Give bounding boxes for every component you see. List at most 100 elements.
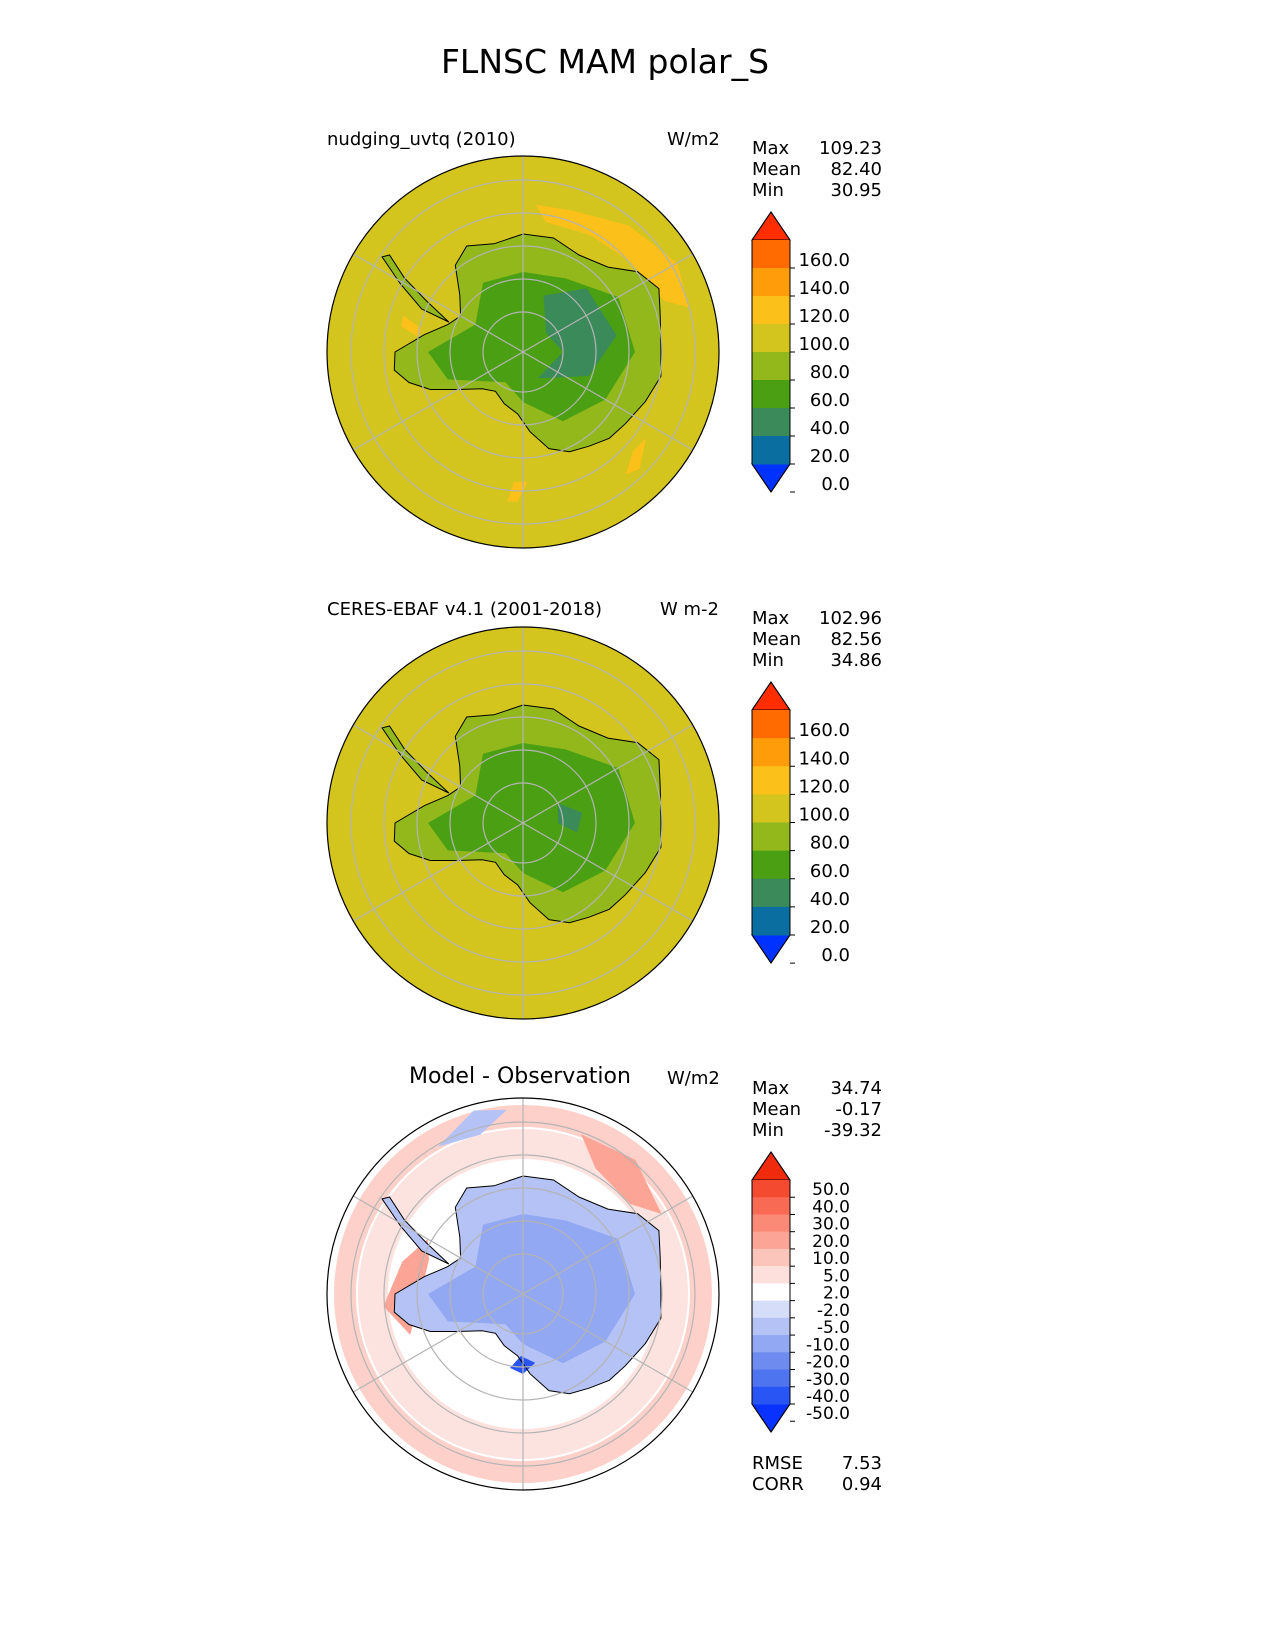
colorbar-segment [752,738,790,767]
panel3-units: W/m2 [667,1068,720,1089]
coastline [393,1175,662,1395]
colorbar-segment [752,436,790,465]
longitude-gridline [522,1195,694,1295]
stat-value: 102.96 [819,608,882,629]
panel3-metric-corr: CORR 0.94 [752,1474,882,1496]
coastline [393,704,662,924]
plateau-field [557,803,583,833]
colorbar-3: 50.040.030.020.010.05.02.0-2.0-5.0-10.0-… [751,1151,850,1433]
stat-label: Max [752,138,790,159]
panel3-name: Model - Observation [409,1064,631,1089]
colorbar-segment [752,1197,790,1215]
colorbar-tick-label: 100.0 [798,805,850,826]
stat-label: Min [752,650,784,671]
colorbar-segment [752,710,790,739]
panel2-stat-min: Min 34.86 [752,650,882,672]
coastline [393,233,662,453]
longitude-gridline [352,724,524,824]
peninsula-diff [382,1197,449,1264]
colorbar-segment [752,1283,790,1302]
panel3-stat-mean: Mean -0.17 [752,1099,882,1121]
colorbar-segment [752,296,790,325]
warm-region [625,438,646,475]
map-panel-3 [327,1098,719,1490]
colorbar-segment [752,240,790,269]
colorbar-tick-label: 40.0 [810,889,850,910]
longitude-gridline [522,822,694,922]
colorbar-tick-label: 0.0 [821,474,850,495]
coastline [381,254,450,323]
metric-value: 0.94 [841,1474,882,1495]
stat-label: Min [752,180,784,201]
panel2-stat-mean: Mean 82.56 [752,629,882,651]
warm-region [400,315,421,338]
stat-value: 30.95 [830,180,882,201]
colorbar-segment [752,1352,790,1371]
colorbar-tick-label: 5.0 [823,1266,850,1286]
colorbar-extend-max [751,1151,791,1181]
colorbar-tick-label: 40.0 [810,418,850,439]
panel3-stat-min: Min -39.32 [752,1120,882,1142]
longitude-gridline [522,253,694,353]
colorbar-tick-label: 10.0 [812,1249,850,1269]
colorbar-tick-label: 60.0 [810,861,850,882]
stat-label: Mean [752,159,802,180]
colorbar-extend-min [751,1403,791,1433]
longitude-gridline [352,351,524,451]
map-boundary [326,155,720,549]
colorbar-segment [752,1317,790,1336]
stat-label: Mean [752,629,802,650]
map-boundary [326,1097,720,1491]
plateau-field [538,288,617,378]
negative-region [438,1109,507,1147]
coastline [381,1196,450,1265]
colorbar-segment [752,324,790,353]
stat-label: Max [752,1078,790,1099]
colorbar-tick-label: 120.0 [798,776,850,797]
colorbar-tick-label: 40.0 [812,1197,850,1217]
metric-value: 7.53 [841,1453,882,1474]
colorbar-extend-min [751,463,791,493]
panel3-stat-max: Max 34.74 [752,1078,882,1100]
stat-value: 109.23 [819,138,882,159]
colorbar-segment [752,1231,790,1250]
colorbar-segment [752,1266,790,1284]
longitude-gridline [352,253,524,353]
colorbar-tick-label: 100.0 [798,334,850,355]
colorbar-1: 160.0 140.0 120.0 100.0 80.0 60.0 40.0 20.0 0.0 [751,211,850,495]
longitude-gridline [352,1195,524,1295]
colorbar-tick-label: 50.0 [812,1180,850,1200]
colorbar-tick-label: -5.0 [817,1318,850,1338]
colorbar-2: 160.0 140.0 120.0 100.0 80.0 60.0 40.0 20.0 0.0 [751,681,850,966]
panel1-stat-mean: Mean 82.40 [752,159,882,181]
colorbar-tick-label: -20.0 [806,1353,850,1373]
stat-value: -39.32 [823,1120,882,1141]
colorbar-segment [752,906,790,936]
colorbar-segment [752,878,790,908]
peninsula-field [382,255,449,322]
colorbar-tick-label: 80.0 [810,833,850,854]
colorbar-segment [752,850,790,880]
peninsula-field [382,726,449,793]
positive-region [581,1134,662,1214]
colorbar-tick-label: 0.0 [821,945,850,966]
colorbar-segment [752,352,790,381]
longitude-gridline [522,1293,694,1393]
map-panel-1 [327,156,719,548]
longitude-gridline [352,822,524,922]
map-panel-2 [327,627,719,1019]
stat-label: Max [752,608,790,629]
panel2-stat-max: Max 102.96 [752,608,882,630]
colorbar-tick-label: 120.0 [798,306,850,327]
panel3-metric-rmse: RMSE 7.53 [752,1453,882,1475]
colorbar-segment [752,1180,790,1198]
colorbar-extend-max [751,211,791,241]
panel1-stat-min: Min 30.95 [752,180,882,202]
colorbar-segment [752,766,790,795]
colorbar-segment [752,1248,790,1267]
panel1-units: W/m2 [667,129,720,150]
colorbar-tick-label: 60.0 [810,390,850,411]
colorbar-tick-label: 160.0 [798,720,850,741]
colorbar-tick-label: 20.0 [810,917,850,938]
